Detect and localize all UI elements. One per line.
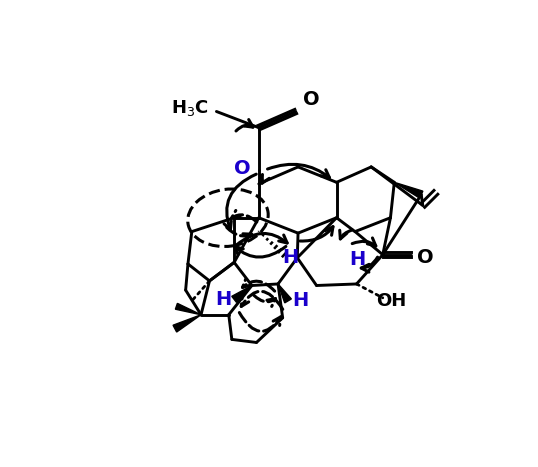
Polygon shape bbox=[394, 182, 423, 198]
Polygon shape bbox=[173, 315, 201, 332]
Polygon shape bbox=[232, 285, 252, 303]
Polygon shape bbox=[278, 284, 292, 303]
Polygon shape bbox=[175, 304, 201, 315]
Text: O: O bbox=[303, 91, 320, 109]
Text: O: O bbox=[233, 159, 250, 178]
Text: H: H bbox=[292, 291, 308, 311]
Text: O: O bbox=[416, 248, 433, 267]
Text: H$_3$C: H$_3$C bbox=[171, 99, 209, 119]
Text: OH: OH bbox=[377, 292, 407, 310]
Text: H: H bbox=[216, 290, 232, 309]
Text: H: H bbox=[350, 250, 366, 269]
Text: H: H bbox=[282, 248, 299, 267]
